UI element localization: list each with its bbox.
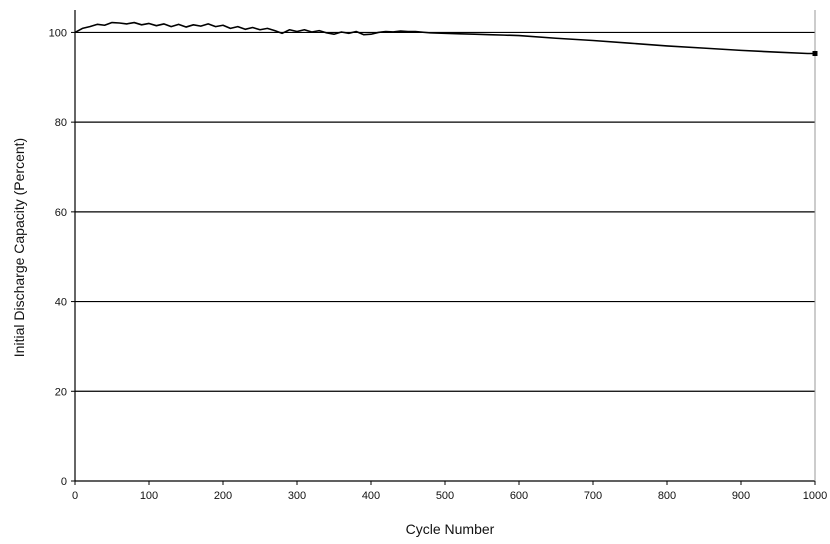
axes <box>74 10 816 482</box>
x-tick-label-0: 0 <box>72 490 78 502</box>
y-tick-label-60: 60 <box>55 207 67 219</box>
x-tick-label-100: 100 <box>140 490 158 502</box>
y-tick-label-100: 100 <box>49 27 67 39</box>
y-tick-label-0: 0 <box>61 476 67 488</box>
series-line-0 <box>74 21 815 55</box>
x-tick-label-1000: 1000 <box>803 490 827 502</box>
y-tick-label-80: 80 <box>55 117 67 129</box>
x-tick-label-900: 900 <box>732 490 750 502</box>
x-tick-label-400: 400 <box>362 490 380 502</box>
series-group <box>74 21 818 57</box>
x-tick-label-200: 200 <box>214 490 232 502</box>
x-tick-label-600: 600 <box>510 490 528 502</box>
x-tick-label-300: 300 <box>288 490 306 502</box>
y-tick-label-20: 20 <box>55 386 67 398</box>
x-tick-label-700: 700 <box>584 490 602 502</box>
ticks: 0 100 200 300 400 500 600 700 800 900 1000 0 20 40 60 8… <box>49 27 828 502</box>
series-end-marker-0 <box>812 51 818 57</box>
y-tick-label-40: 40 <box>55 297 67 309</box>
x-tick-label-500: 500 <box>436 490 454 502</box>
y-axis-title: Initial Discharge Capacity (Percent) <box>11 138 27 357</box>
x-tick-label-800: 800 <box>658 490 676 502</box>
x-axis-title: Cycle Number <box>406 521 495 537</box>
gridlines <box>75 31 815 392</box>
